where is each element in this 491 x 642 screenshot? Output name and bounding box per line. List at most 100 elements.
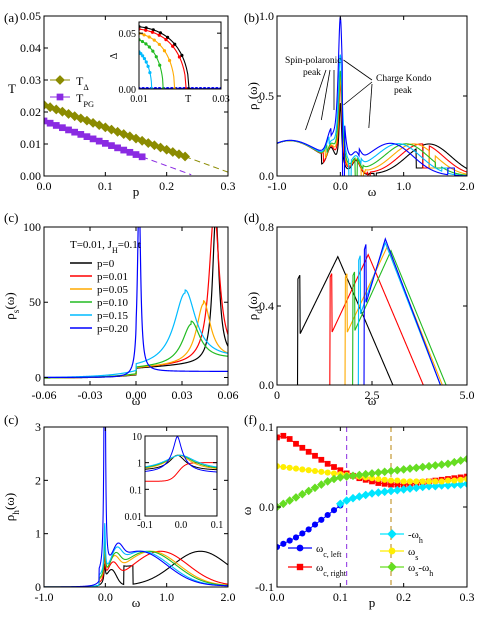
f-ytick-label: 0.1 bbox=[259, 420, 274, 434]
d-panel: 0 2.5 5.0 0.0 0.4 0.8(d) ω ρd(ω) bbox=[244, 210, 475, 408]
e-ylabel: ρh(ω) bbox=[2, 493, 22, 521]
e-inset-ytick-label: 1 bbox=[137, 459, 142, 470]
f-point-4 bbox=[456, 456, 465, 465]
f-point-3 bbox=[387, 477, 395, 484]
f-point-4 bbox=[323, 477, 332, 486]
f-point-0 bbox=[286, 537, 293, 544]
a-inset-marker-0 bbox=[173, 42, 177, 46]
a-inset-marker-1 bbox=[171, 44, 175, 48]
f-point-4 bbox=[279, 499, 288, 509]
f-point-3 bbox=[368, 475, 376, 482]
a-inset-marker-4 bbox=[141, 54, 145, 58]
f-point-3 bbox=[311, 467, 319, 475]
f-point-2 bbox=[342, 496, 351, 505]
a-point-0 bbox=[63, 109, 74, 119]
f-point-4 bbox=[437, 460, 446, 469]
d-ytick-label: 0.4 bbox=[259, 299, 274, 313]
f-point-4 bbox=[450, 457, 459, 467]
f-point-1 bbox=[277, 434, 280, 441]
b-ytick-label: 0.0 bbox=[259, 169, 274, 183]
d-xtick-label: 0 bbox=[274, 388, 280, 402]
f-point-1 bbox=[369, 478, 375, 485]
f-point-0 bbox=[311, 521, 319, 528]
f-ylabel: ω bbox=[239, 506, 254, 515]
f-point-3 bbox=[305, 467, 312, 474]
a-point-0 bbox=[45, 102, 56, 113]
c-panel: -0.06 -0.03 0.00 0.03 0.06 0 50 100 (c) ω ρs(ω) T=0… bbox=[2, 210, 239, 408]
d-ytick-label: 0.8 bbox=[259, 220, 274, 234]
a-point-0 bbox=[149, 140, 160, 151]
a-inset-marker-2 bbox=[167, 58, 172, 63]
f-point-1 bbox=[394, 481, 401, 488]
f-point-4 bbox=[367, 469, 377, 478]
a-extrapolation-0 bbox=[184, 156, 228, 173]
f-point-4 bbox=[399, 465, 408, 474]
e-ytick-label: 3 bbox=[35, 420, 41, 434]
f-point-3 bbox=[463, 475, 467, 483]
e-inset-curve-1 bbox=[145, 462, 217, 482]
f-point-0 bbox=[299, 530, 306, 537]
f-point-4 bbox=[424, 461, 434, 471]
a-inset-marker-0 bbox=[144, 26, 148, 30]
f-point-3 bbox=[381, 476, 388, 483]
a-plot-area bbox=[44, 100, 228, 176]
d-spectrum-2 bbox=[277, 245, 467, 385]
b-annotation-arrow bbox=[305, 69, 327, 131]
f-point-4 bbox=[285, 496, 294, 505]
a-panel: 0.0 0.1 0.2 0.30.000.010.020.030.040.05(a)p… bbox=[4, 9, 236, 199]
f-legend-marker bbox=[296, 544, 304, 552]
a-xtick-label: 0.3 bbox=[221, 179, 236, 193]
e-inset-ytick-label: 10 bbox=[132, 432, 142, 443]
e-inset-ytick-label: 0.1 bbox=[130, 485, 143, 496]
d-xlabel: ω bbox=[368, 393, 377, 408]
f-xlabel: p bbox=[369, 595, 376, 610]
b-xtick-label: 0.0 bbox=[333, 179, 348, 193]
f-point-3 bbox=[457, 476, 464, 483]
a-point-0 bbox=[69, 111, 80, 122]
a-point-0 bbox=[88, 117, 98, 128]
c-legend-label: p=0.20 bbox=[97, 323, 128, 335]
a-point-1 bbox=[83, 133, 91, 140]
f-point-0 bbox=[324, 511, 331, 519]
a-inset-marker-0 bbox=[158, 31, 163, 35]
e-inset-xtick-label: 0.1 bbox=[211, 520, 224, 531]
f-point-2 bbox=[450, 480, 459, 489]
a-point-0 bbox=[51, 104, 62, 115]
a-point-1 bbox=[52, 122, 60, 129]
b-ylabel: ρc(ω) bbox=[245, 82, 265, 110]
f-point-4 bbox=[355, 470, 364, 480]
e-xtick-label: 2.0 bbox=[221, 590, 236, 604]
c-legend-label: p=0 bbox=[97, 258, 115, 270]
b-ytick-label: 0.5 bbox=[259, 89, 274, 103]
c-legend-label: p=0.10 bbox=[97, 297, 128, 309]
f-point-1 bbox=[293, 440, 299, 447]
a-point-1 bbox=[89, 135, 97, 143]
a-inset-xlabel: T bbox=[185, 94, 191, 105]
a-point-0 bbox=[180, 151, 190, 162]
f-point-2 bbox=[355, 492, 364, 501]
f-point-4 bbox=[336, 473, 345, 482]
a-inset-marker-2 bbox=[142, 33, 146, 37]
panel-label-e: (c) bbox=[4, 412, 18, 427]
c-xtick-label: 0.00 bbox=[126, 388, 147, 402]
f-point-0 bbox=[330, 507, 338, 514]
f-point-3 bbox=[400, 478, 407, 485]
a-point-1 bbox=[95, 137, 103, 145]
panel-label-b: (b) bbox=[244, 10, 259, 25]
d-plot-area bbox=[277, 237, 467, 385]
f-point-2 bbox=[361, 490, 370, 500]
f-point-3 bbox=[286, 464, 293, 471]
d-xtick-label: 5.0 bbox=[460, 388, 475, 402]
f-point-4 bbox=[374, 468, 383, 477]
a-point-1 bbox=[59, 124, 66, 132]
f-point-1 bbox=[318, 456, 325, 463]
f-point-4 bbox=[443, 459, 453, 469]
e-spectrum-5 bbox=[44, 427, 228, 587]
f-point-1 bbox=[299, 444, 306, 451]
f-point-1 bbox=[337, 467, 344, 474]
c-xtick-label: -0.03 bbox=[78, 388, 103, 402]
a-legend-label: TPG bbox=[76, 91, 94, 109]
f-point-3 bbox=[394, 477, 401, 484]
a-point-0 bbox=[143, 138, 154, 148]
